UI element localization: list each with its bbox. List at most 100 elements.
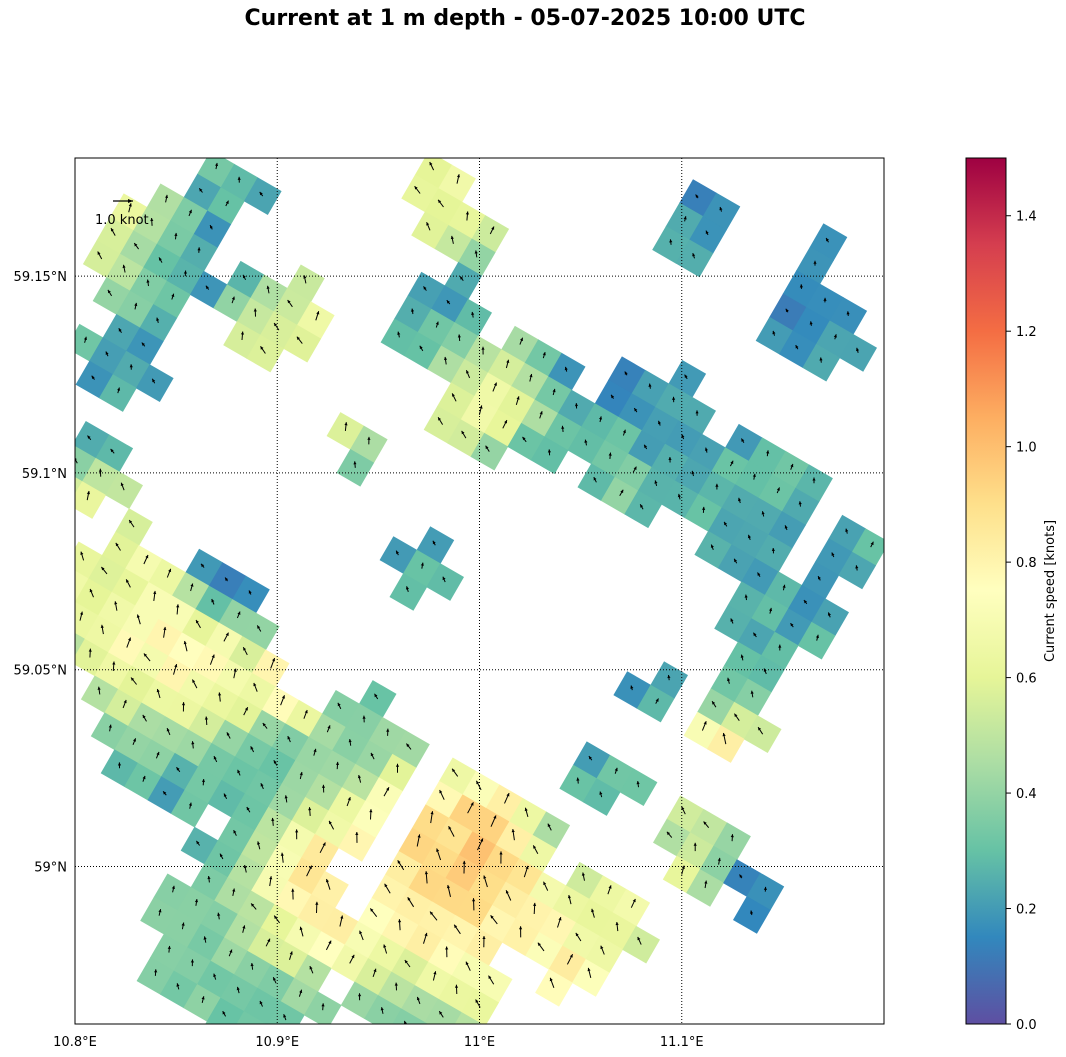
current-arrow <box>195 619 201 629</box>
current-arrow <box>296 336 303 344</box>
map-title: Current at 1 m depth - 05-07-2025 10:00 … <box>244 6 806 31</box>
current-arrow <box>799 284 803 289</box>
current-arrow <box>782 584 786 591</box>
current-arrow <box>270 657 276 669</box>
latitude-tick-label: 59.1°N <box>22 467 67 482</box>
speed-cell <box>206 997 245 1024</box>
current-arrow <box>348 739 352 746</box>
current-arrow <box>125 579 131 588</box>
current-arrow <box>158 908 162 916</box>
current-arrow <box>183 270 187 277</box>
current-arrow <box>151 378 156 384</box>
current-arrow <box>215 162 219 170</box>
current-arrow <box>219 853 224 860</box>
current-arrow <box>117 387 121 394</box>
current-arrow <box>733 558 738 564</box>
current-arrow <box>190 959 194 967</box>
current-arrow <box>207 875 211 883</box>
current-arrow <box>64 636 67 644</box>
current-arrow <box>236 611 241 619</box>
current-arrow <box>110 227 116 236</box>
current-arrow <box>79 611 84 621</box>
current-arrow <box>122 699 127 709</box>
current-arrow <box>191 679 198 689</box>
current-arrow <box>750 690 754 698</box>
current-arrow <box>250 903 257 910</box>
current-arrow <box>194 899 199 906</box>
current-arrow <box>827 612 831 618</box>
speed-cell <box>389 573 428 611</box>
current-arrow <box>552 388 556 396</box>
current-arrow <box>289 951 293 960</box>
speed-cell <box>424 998 463 1024</box>
current-arrow <box>353 461 357 468</box>
longitude-tick-label: 11.1°E <box>660 1035 704 1050</box>
current-arrow <box>280 852 284 863</box>
current-arrow <box>142 714 147 722</box>
current-arrow <box>265 938 271 947</box>
current-arrow <box>209 224 213 230</box>
current-arrow <box>120 482 125 491</box>
current-arrow <box>260 346 266 354</box>
current-arrow <box>346 797 351 807</box>
current-arrow <box>237 176 241 183</box>
current-arrow <box>856 347 860 353</box>
current-arrow <box>166 568 172 578</box>
current-arrow <box>141 342 146 347</box>
current-arrow <box>198 187 203 193</box>
current-arrow <box>591 908 595 918</box>
current-arrow <box>142 775 146 782</box>
current-arrow <box>584 439 588 446</box>
current-arrow <box>326 725 331 733</box>
current-arrow <box>105 351 109 357</box>
current-arrow <box>831 552 835 558</box>
current-arrow <box>126 637 131 648</box>
current-arrow <box>242 925 246 933</box>
current-arrow <box>435 321 439 328</box>
current-arrow <box>427 1034 430 1041</box>
current-arrow <box>188 802 192 809</box>
current-arrow <box>740 438 745 443</box>
current-arrow <box>362 715 366 723</box>
current-arrow <box>761 511 765 517</box>
current-arrow <box>136 614 141 625</box>
current-arrow <box>358 993 362 1001</box>
current-arrow <box>191 741 195 749</box>
current-arrow <box>703 821 710 829</box>
current-arrow <box>667 674 671 681</box>
current-arrow <box>633 407 638 413</box>
current-arrow <box>561 425 565 432</box>
current-arrow <box>722 732 727 745</box>
current-arrow <box>532 845 539 854</box>
speed-cell <box>75 601 76 603</box>
current-arrow <box>133 242 140 250</box>
current-arrow <box>253 308 257 317</box>
current-arrow <box>462 860 466 874</box>
current-arrow <box>474 250 478 258</box>
colorbar-ticks: 0.0 0.2 0.4 0.6 0.8 1.0 1.2 1.4 <box>1006 210 1037 1033</box>
current-arrow <box>89 588 94 598</box>
current-arrow <box>636 781 640 788</box>
current-arrow <box>471 311 475 318</box>
current-arrow <box>481 346 485 355</box>
current-arrow <box>846 311 850 316</box>
current-arrow <box>232 888 236 896</box>
current-arrow <box>537 942 545 952</box>
current-arrow <box>201 996 205 1004</box>
current-arrow <box>188 209 192 217</box>
current-arrow <box>599 791 603 798</box>
current-arrow <box>91 375 95 380</box>
current-arrow <box>243 706 249 716</box>
current-arrow <box>218 692 222 702</box>
current-arrow <box>740 654 744 661</box>
current-arrow <box>210 1034 213 1040</box>
current-arrow <box>97 251 103 260</box>
current-arrow <box>744 594 748 601</box>
current-arrow <box>711 700 717 708</box>
current-arrow <box>242 646 248 656</box>
current-arrow <box>575 932 582 942</box>
current-arrow <box>757 726 764 735</box>
colorbar-tick-label: 0.6 <box>1016 672 1037 687</box>
current-arrow <box>246 806 251 813</box>
current-arrow <box>776 487 780 494</box>
